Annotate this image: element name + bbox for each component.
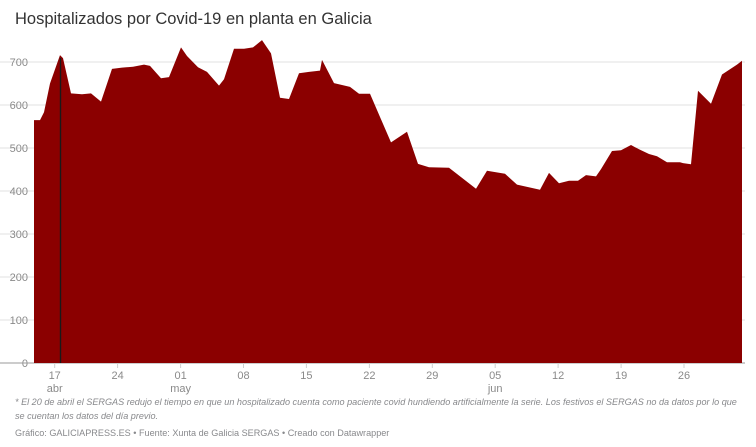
svg-text:17: 17 (49, 370, 61, 382)
svg-text:15: 15 (300, 370, 312, 382)
svg-text:19: 19 (615, 370, 627, 382)
svg-text:500: 500 (10, 143, 28, 155)
svg-text:24: 24 (111, 370, 123, 382)
svg-text:300: 300 (10, 229, 28, 241)
svg-text:400: 400 (10, 186, 28, 198)
svg-text:26: 26 (678, 370, 690, 382)
svg-text:12: 12 (552, 370, 564, 382)
svg-text:600: 600 (10, 100, 28, 112)
svg-text:jun: jun (487, 383, 503, 395)
svg-text:700: 700 (10, 57, 28, 69)
svg-text:200: 200 (10, 272, 28, 284)
svg-text:08: 08 (237, 370, 249, 382)
svg-text:05: 05 (489, 370, 501, 382)
svg-text:29: 29 (426, 370, 438, 382)
svg-text:abr: abr (47, 383, 63, 395)
svg-text:may: may (170, 383, 191, 395)
svg-text:01: 01 (174, 370, 186, 382)
svg-text:100: 100 (10, 315, 28, 327)
svg-text:22: 22 (363, 370, 375, 382)
svg-text:0: 0 (22, 358, 28, 370)
